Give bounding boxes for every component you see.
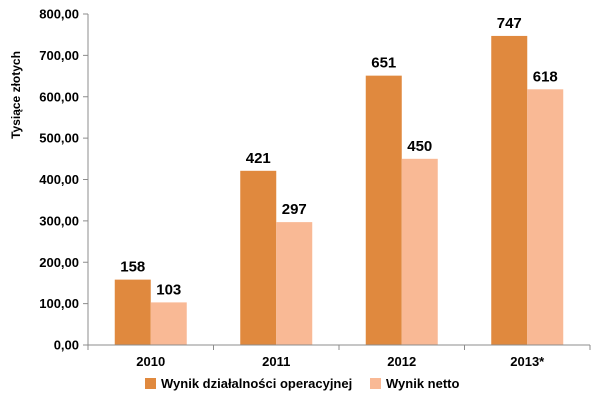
y-tick-label: 400,00 bbox=[39, 172, 79, 187]
bar bbox=[491, 35, 528, 346]
data-label: 747 bbox=[497, 15, 522, 32]
bar bbox=[114, 279, 151, 345]
x-tick-label: 2010 bbox=[136, 354, 165, 369]
data-labels: 158 103 421 297 651 450 747 618 bbox=[120, 15, 558, 298]
bar bbox=[365, 75, 402, 346]
data-label: 103 bbox=[156, 281, 181, 298]
bar bbox=[527, 89, 564, 346]
legend-swatch bbox=[145, 378, 156, 389]
data-label: 618 bbox=[533, 68, 558, 85]
y-tick-label: 700,00 bbox=[39, 48, 79, 63]
y-tick-label: 600,00 bbox=[39, 89, 79, 104]
data-label: 651 bbox=[371, 55, 396, 72]
y-tick-label: 100,00 bbox=[39, 296, 79, 311]
y-axis-ticks: 0,00 100,00 200,00 300,00 400,00 500,00 600,00… bbox=[39, 7, 88, 353]
y-axis-label: Tysiące złotych bbox=[9, 51, 23, 139]
data-label: 297 bbox=[282, 201, 307, 218]
y-tick-label: 0,00 bbox=[54, 338, 79, 353]
data-label: 158 bbox=[120, 259, 145, 276]
bar bbox=[401, 158, 438, 345]
legend-label: Wynik działalności operacyjnej bbox=[161, 376, 352, 391]
bar bbox=[150, 302, 187, 345]
y-tick-label: 500,00 bbox=[39, 131, 79, 146]
bars bbox=[114, 35, 564, 346]
x-axis-ticks: 2010 2011 2012 2013* bbox=[87, 345, 591, 369]
data-label: 421 bbox=[246, 150, 271, 167]
legend-label: Wynik netto bbox=[386, 376, 459, 391]
x-tick-label: 2012 bbox=[387, 354, 416, 369]
x-tick-label: 2011 bbox=[262, 354, 290, 369]
y-tick-label: 800,00 bbox=[39, 7, 79, 22]
y-tick-label: 300,00 bbox=[39, 213, 79, 228]
legend-swatch bbox=[370, 378, 381, 389]
bar bbox=[240, 170, 277, 345]
x-tick-label: 2013* bbox=[510, 354, 545, 369]
y-tick-label: 200,00 bbox=[39, 255, 79, 270]
bar bbox=[276, 222, 313, 345]
data-label: 450 bbox=[407, 138, 432, 155]
legend: Wynik działalności operacyjnej Wynik nett… bbox=[145, 376, 459, 391]
